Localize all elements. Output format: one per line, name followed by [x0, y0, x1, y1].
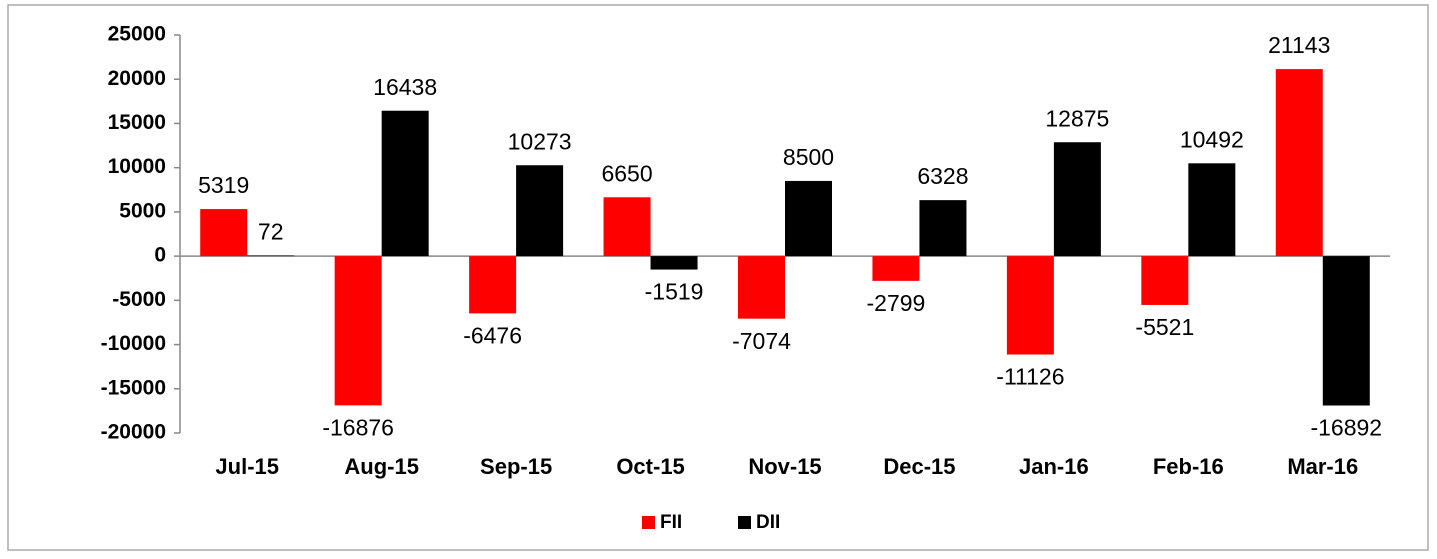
legend-swatch	[642, 516, 655, 529]
x-tick-label: Dec-15	[883, 454, 955, 479]
y-tick-label: 10000	[108, 155, 166, 178]
y-tick-label: 25000	[108, 23, 166, 46]
bar	[1322, 256, 1370, 406]
data-label: -16892	[1310, 415, 1382, 441]
x-tick-label: Mar-16	[1287, 454, 1358, 479]
bar	[738, 256, 785, 319]
bar	[603, 197, 651, 257]
data-label: -6476	[463, 322, 522, 348]
x-tick-label: Jan-16	[1019, 454, 1089, 479]
x-tick-label: Aug-15	[344, 454, 419, 479]
data-label: 8500	[783, 144, 834, 170]
bar	[469, 256, 517, 314]
data-label: -7074	[732, 328, 791, 354]
x-tick-label: Sep-15	[480, 454, 552, 479]
data-label: -11126	[996, 364, 1064, 390]
y-tick-label: 5000	[119, 199, 166, 222]
y-tick-label: -5000	[112, 288, 166, 311]
bar	[200, 209, 248, 257]
x-tick-label: Oct-15	[616, 454, 684, 479]
legend-label: DII	[756, 512, 780, 533]
y-tick-label: 15000	[108, 111, 166, 134]
bar	[247, 255, 295, 257]
data-label: -1519	[645, 279, 704, 305]
x-tick-label: Jul-15	[215, 454, 279, 479]
y-tick-label: -10000	[101, 332, 166, 355]
bar	[1188, 163, 1236, 257]
bar	[516, 165, 564, 257]
data-label: 12875	[1045, 105, 1109, 131]
data-label: 72	[258, 219, 284, 245]
bar	[1006, 256, 1054, 355]
legend-swatch	[738, 516, 751, 529]
bar	[381, 110, 429, 257]
y-tick-label: 0	[154, 244, 166, 267]
bar	[919, 200, 967, 257]
chart-border	[7, 4, 1429, 551]
data-label: -5521	[1135, 314, 1194, 340]
bar	[650, 256, 698, 270]
data-label: -16876	[322, 414, 394, 440]
data-label: 21143	[1268, 32, 1330, 58]
data-label: 10492	[1180, 126, 1244, 152]
bar	[785, 180, 832, 257]
bar	[1053, 142, 1101, 257]
bar	[872, 256, 920, 281]
data-label: 10273	[508, 128, 572, 154]
x-tick-label: Nov-15	[748, 454, 821, 479]
y-tick-label: -15000	[101, 376, 166, 399]
data-label: 6328	[917, 163, 968, 189]
bar	[1275, 69, 1323, 257]
y-tick-label: -20000	[101, 421, 166, 444]
bar	[334, 256, 382, 406]
x-tick-label: Feb-16	[1153, 454, 1224, 479]
legend-label: FII	[660, 512, 682, 533]
y-tick-label: 20000	[108, 67, 166, 90]
data-label: 5319	[198, 172, 249, 198]
data-label: -2799	[867, 290, 926, 316]
data-label: 6650	[601, 160, 652, 186]
bar	[1141, 256, 1189, 305]
data-label: 16438	[373, 74, 437, 100]
